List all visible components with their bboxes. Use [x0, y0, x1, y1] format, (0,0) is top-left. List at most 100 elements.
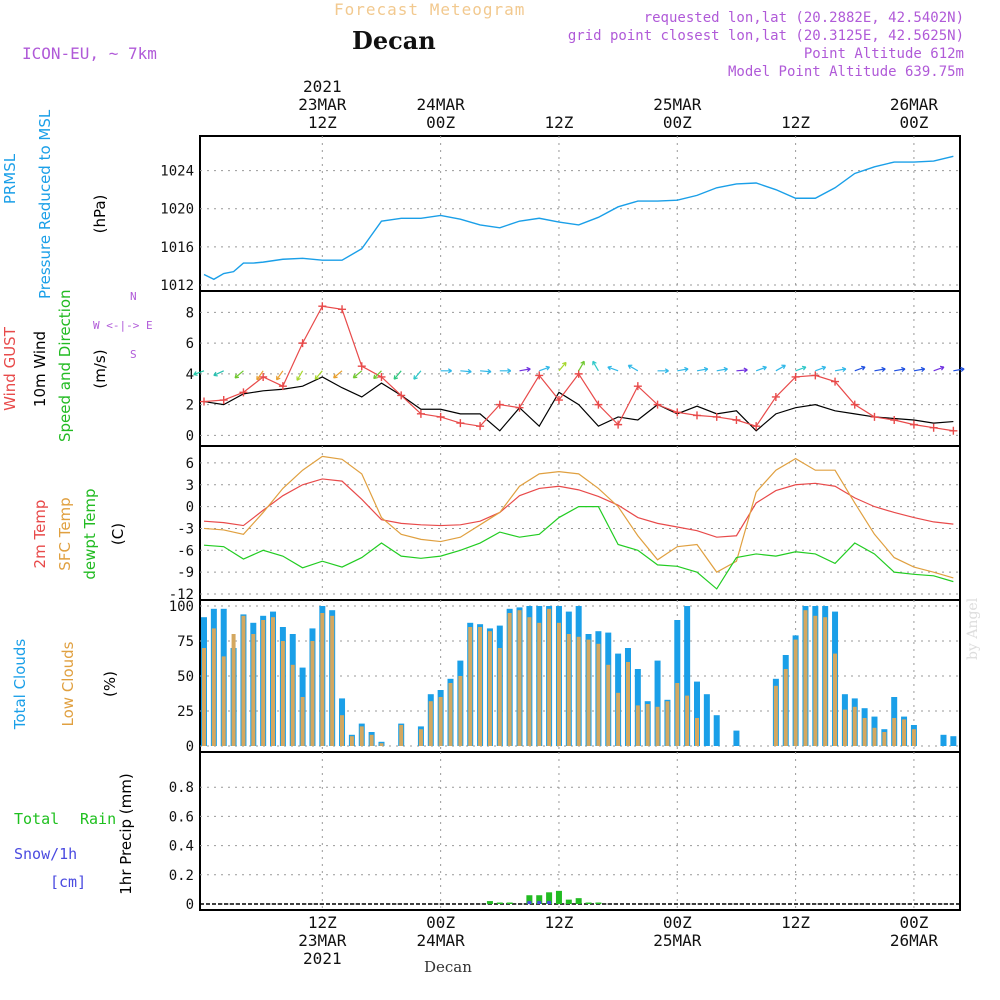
precip-cm-label: [cm]: [50, 873, 87, 891]
gust-marker: [495, 400, 504, 409]
low-cloud-bar: [428, 701, 433, 746]
location-title: Decan: [352, 26, 436, 55]
wind-arrow: [736, 367, 748, 373]
gust-marker: [456, 419, 465, 428]
bottom-hour-label: 00Z: [899, 913, 928, 932]
y-tick-label: 0: [186, 897, 194, 913]
top-hour-label: 00Z: [899, 113, 928, 132]
bottom-hour-label: 12Z: [545, 913, 574, 932]
wind-arrow: [333, 370, 343, 379]
rain-bar: [546, 892, 553, 904]
low-cloud-bar: [211, 628, 216, 746]
low-cloud-bar: [813, 615, 818, 746]
wind-arrow: [499, 368, 512, 374]
gust-marker: [574, 369, 583, 378]
low-cloud-bar: [290, 664, 295, 746]
y-tick-label: -12: [169, 587, 194, 603]
precip-rain-label: Rain: [80, 810, 117, 828]
y-tick-label: 6: [186, 336, 194, 352]
low-cloud-bar: [487, 631, 492, 746]
wind-arrow: [296, 370, 304, 381]
y-tick-label: 6: [186, 456, 194, 472]
low-cloud-bar: [586, 639, 591, 746]
wind-arrow: [716, 366, 728, 372]
y-tick-label: -9: [177, 565, 194, 581]
wind10m-line: [203, 376, 954, 432]
precip-total-label: Total: [14, 810, 60, 828]
wind-arrow: [314, 370, 323, 380]
low-cloud-bar: [458, 676, 463, 746]
requested-coords: requested lon,lat (20.2882E, 42.5402N): [643, 10, 964, 26]
y-tick-label: -3: [177, 521, 194, 537]
gust-marker: [239, 388, 248, 397]
t2m-line: [203, 478, 954, 538]
y-tick-label: 1012: [160, 278, 194, 294]
low-cloud-bar: [251, 634, 256, 746]
y-tick-label: 100: [169, 599, 194, 615]
low-cloud-bar: [261, 620, 266, 746]
gust-marker: [673, 408, 682, 417]
wind-arrow: [913, 366, 926, 372]
low-cloud-bar: [547, 608, 552, 746]
gust-marker: [949, 426, 958, 435]
gust-marker: [870, 412, 879, 421]
low-cloud-bar: [359, 726, 364, 746]
low-cloud-bar: [399, 725, 404, 746]
low-cloud-bar: [320, 613, 325, 746]
gust-marker: [338, 305, 347, 314]
y-tick-label: 1016: [160, 240, 194, 256]
panel-frame: [199, 751, 961, 911]
low-cloud-bar: [783, 669, 788, 746]
low-cloud-bar: [418, 729, 423, 746]
gust-marker: [200, 397, 208, 406]
low-cloud-bar: [507, 613, 512, 746]
gust-marker: [259, 372, 268, 381]
gust-marker: [476, 422, 485, 431]
low-cloud-bar: [852, 706, 857, 746]
low-cloud-bar: [616, 692, 621, 746]
low-cloud-bar: [468, 627, 473, 746]
top-date-label: 24MAR: [417, 95, 466, 114]
tsfc-line: [203, 455, 954, 579]
bottom-date-label: 23MAR: [298, 931, 347, 950]
wind-arrow: [657, 368, 669, 374]
wind-arrow: [193, 370, 205, 376]
low-cloud-bar: [310, 641, 315, 746]
low-cloud-bar: [349, 736, 354, 746]
top-hour-label: 12Z: [781, 113, 810, 132]
low-cloud-bar: [556, 622, 561, 746]
low-cloud-bar: [606, 664, 611, 746]
top-date-label: 25MAR: [653, 95, 702, 114]
wind-arrow: [755, 365, 767, 372]
wind-arrow: [696, 366, 709, 372]
snow-bar: [527, 901, 532, 904]
low-cloud-bar: [685, 695, 690, 746]
low-cloud-bar: [280, 641, 285, 746]
low-cloud-bar: [221, 656, 226, 746]
top-date-label: 26MAR: [890, 95, 939, 114]
low-cloud-bar: [448, 683, 453, 746]
gust-marker: [436, 412, 445, 421]
total-cloud-bar: [713, 715, 720, 746]
low-cloud-bar: [300, 697, 305, 746]
y-tick-label: 8: [186, 305, 194, 321]
gust-marker: [298, 339, 307, 348]
gust-marker: [909, 420, 918, 429]
wind-arrow: [234, 370, 244, 379]
low-cloud-bar: [625, 662, 630, 746]
low-cloud-bar: [665, 701, 670, 746]
total-cloud-bar: [950, 736, 957, 746]
wind-arrow: [874, 366, 886, 372]
wind-arrow: [373, 370, 382, 380]
rain-bar: [496, 902, 503, 904]
y-tick-label: 0.4: [169, 839, 194, 855]
y-tick-label: 0: [186, 500, 194, 516]
wind-arrow: [393, 370, 402, 380]
gust-marker: [890, 416, 899, 425]
low-cloud-bar: [478, 627, 483, 746]
low-cloud-bar: [241, 615, 246, 746]
low-cloud-bar: [566, 634, 571, 746]
rain-bar: [536, 895, 543, 904]
wind-arrow: [352, 370, 363, 379]
compass-n: N: [130, 290, 137, 303]
